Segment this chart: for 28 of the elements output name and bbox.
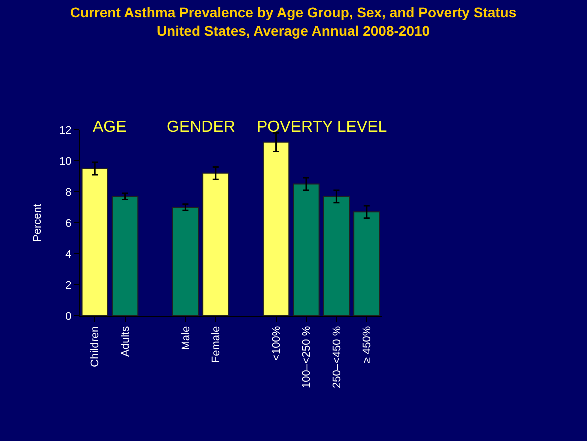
chart-title: Current Asthma Prevalence by Age Group, Sex, and Poverty Status United States, Average Annual 2008-2010: [70, 4, 517, 39]
x-tick-label: Adults: [120, 326, 132, 357]
x-tick-label: ≥ 450%: [361, 326, 374, 364]
y-axis-title: Percent: [32, 204, 44, 242]
annotation: GENDER: [167, 119, 236, 136]
x-tick-label: Female: [210, 326, 222, 364]
bar: [293, 184, 320, 316]
y-tick-label: 10: [60, 156, 72, 168]
bar: [202, 172, 230, 316]
bar: [82, 168, 108, 316]
y-tick-label: 2: [66, 280, 72, 292]
annotation: AGE: [93, 119, 127, 136]
annotation: POVERTY LEVEL: [257, 119, 388, 136]
bar: [172, 207, 200, 316]
x-tick-label: Children: [90, 326, 102, 368]
bar: [354, 212, 380, 316]
y-tick-label: 0: [66, 310, 72, 323]
y-tick-label: 6: [66, 218, 72, 230]
x-tick-label: 100–<250 %: [301, 326, 314, 388]
y-tick-label: 8: [66, 186, 72, 199]
x-tick-label: 250–<450 %: [331, 326, 344, 388]
x-tick-label: Male: [180, 326, 192, 350]
bar: [323, 196, 350, 316]
bar: [262, 142, 290, 316]
y-tick-label: 4: [66, 248, 72, 261]
x-tick-label: <100%: [270, 326, 283, 361]
y-tick-label: 12: [60, 124, 72, 137]
bar: [112, 196, 139, 316]
